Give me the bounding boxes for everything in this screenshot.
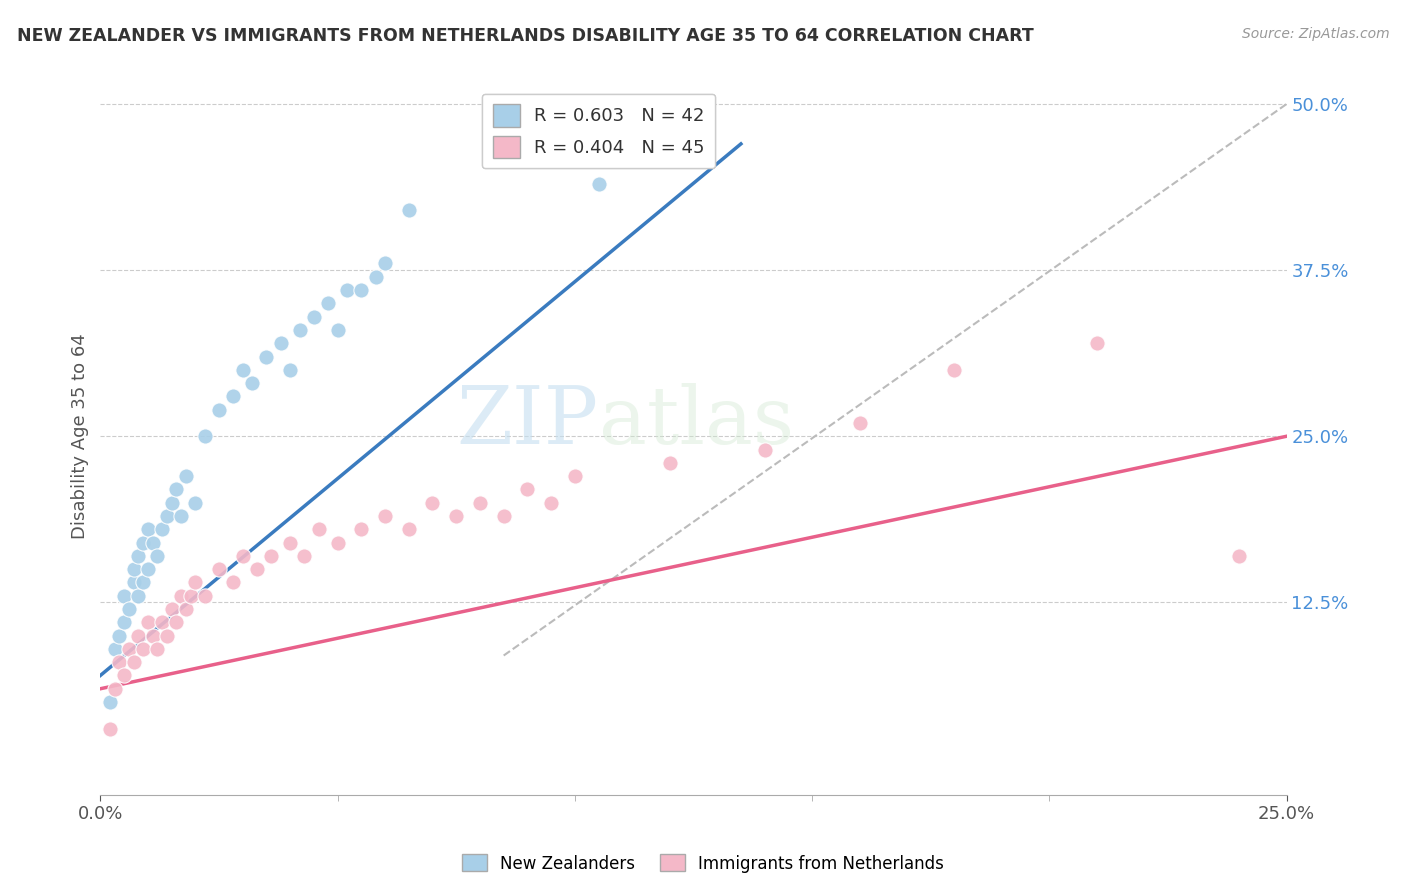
Point — [98, 722, 121, 736]
Point — [588, 177, 610, 191]
Point — [103, 641, 125, 656]
Point — [492, 508, 515, 523]
Text: ZIP: ZIP — [457, 383, 599, 461]
Point — [336, 283, 359, 297]
Point — [150, 522, 173, 536]
Point — [398, 522, 420, 536]
Point — [374, 256, 396, 270]
Point — [156, 508, 179, 523]
Point — [165, 615, 187, 630]
Point — [564, 469, 586, 483]
Point — [127, 589, 149, 603]
Point — [232, 363, 254, 377]
Point — [146, 641, 169, 656]
Point — [150, 615, 173, 630]
Point — [132, 641, 155, 656]
Point — [108, 655, 131, 669]
Point — [350, 522, 373, 536]
Point — [112, 615, 135, 630]
Point — [103, 681, 125, 696]
Point — [374, 508, 396, 523]
Point — [108, 629, 131, 643]
Point — [232, 549, 254, 563]
Point — [254, 350, 277, 364]
Point — [260, 549, 283, 563]
Point — [194, 429, 217, 443]
Point — [316, 296, 339, 310]
Point — [222, 389, 245, 403]
Point — [136, 562, 159, 576]
Point — [658, 456, 681, 470]
Point — [179, 589, 201, 603]
Point — [658, 136, 681, 151]
Point — [112, 668, 135, 682]
Point — [240, 376, 263, 390]
Point — [194, 589, 217, 603]
Point — [326, 323, 349, 337]
Point — [122, 575, 145, 590]
Point — [136, 615, 159, 630]
Point — [222, 575, 245, 590]
Point — [326, 535, 349, 549]
Point — [422, 496, 444, 510]
Point — [127, 629, 149, 643]
Point — [350, 283, 373, 297]
Point — [278, 535, 301, 549]
Point — [1227, 549, 1250, 563]
Point — [136, 522, 159, 536]
Point — [308, 522, 330, 536]
Y-axis label: Disability Age 35 to 64: Disability Age 35 to 64 — [72, 334, 89, 539]
Text: NEW ZEALANDER VS IMMIGRANTS FROM NETHERLANDS DISABILITY AGE 35 TO 64 CORRELATION: NEW ZEALANDER VS IMMIGRANTS FROM NETHERL… — [17, 27, 1033, 45]
Point — [943, 363, 966, 377]
Point — [184, 575, 207, 590]
Point — [288, 323, 311, 337]
Point — [122, 655, 145, 669]
Point — [141, 535, 163, 549]
Point — [468, 496, 491, 510]
Text: Source: ZipAtlas.com: Source: ZipAtlas.com — [1241, 27, 1389, 41]
Point — [516, 483, 538, 497]
Point — [132, 575, 155, 590]
Point — [292, 549, 315, 563]
Point — [165, 483, 187, 497]
Point — [98, 695, 121, 709]
Point — [174, 602, 197, 616]
Point — [754, 442, 776, 457]
Point — [118, 602, 141, 616]
Point — [398, 203, 420, 218]
Point — [540, 496, 562, 510]
Point — [127, 549, 149, 563]
Point — [156, 629, 179, 643]
Point — [208, 402, 231, 417]
Point — [208, 562, 231, 576]
Point — [246, 562, 269, 576]
Point — [184, 496, 207, 510]
Point — [170, 508, 193, 523]
Point — [1085, 336, 1108, 351]
Point — [302, 310, 325, 324]
Point — [444, 508, 467, 523]
Point — [170, 589, 193, 603]
Point — [364, 269, 387, 284]
Point — [160, 496, 183, 510]
Point — [174, 469, 197, 483]
Legend: R = 0.603   N = 42, R = 0.404   N = 45: R = 0.603 N = 42, R = 0.404 N = 45 — [482, 94, 716, 169]
Legend: New Zealanders, Immigrants from Netherlands: New Zealanders, Immigrants from Netherla… — [456, 847, 950, 880]
Point — [118, 641, 141, 656]
Point — [278, 363, 301, 377]
Text: atlas: atlas — [599, 383, 794, 461]
Point — [270, 336, 292, 351]
Point — [112, 589, 135, 603]
Point — [141, 629, 163, 643]
Point — [848, 416, 870, 430]
Point — [132, 535, 155, 549]
Point — [160, 602, 183, 616]
Point — [122, 562, 145, 576]
Point — [146, 549, 169, 563]
